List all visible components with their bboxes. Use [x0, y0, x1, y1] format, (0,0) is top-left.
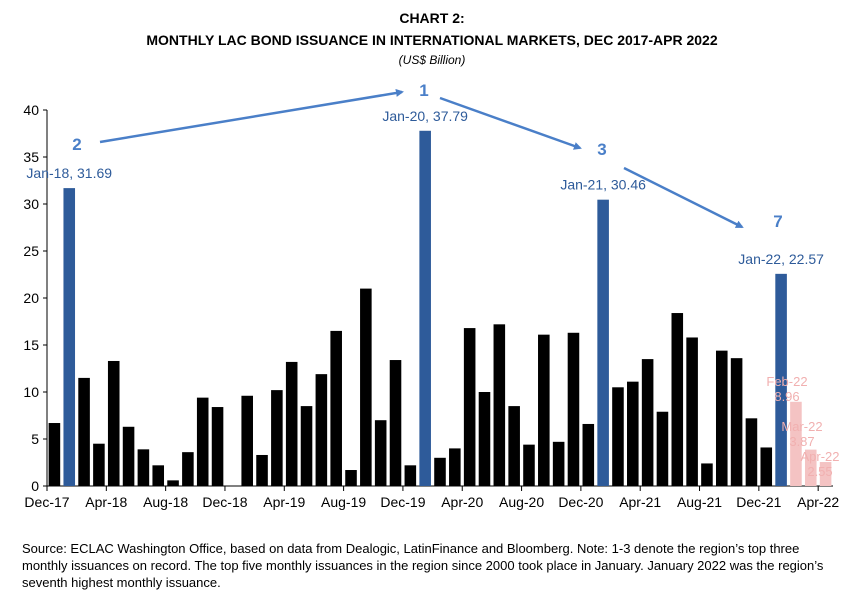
- bar-dec-17: [48, 423, 61, 486]
- bar-aug-20: [523, 444, 535, 486]
- rank-arrow: [99, 89, 404, 144]
- y-tick-label: 40: [23, 102, 39, 118]
- bar-apr-18: [107, 360, 120, 486]
- bar-aug-21: [701, 463, 713, 486]
- x-tick-label: Aug-18: [143, 494, 188, 510]
- bar-oct-21: [730, 358, 743, 486]
- bar-may-19: [300, 406, 313, 486]
- bar-apr-21: [641, 359, 654, 486]
- x-tick-label: Dec-19: [380, 494, 425, 510]
- bar-chart: 0 5 10 15 20 25 30 35 40 Dec-17 Apr-18 Aug-18 Dec-18…: [23, 81, 839, 510]
- bar-dec-21: [760, 447, 773, 486]
- bar-oct-18: [196, 397, 209, 486]
- bar-apr-19: [285, 361, 298, 486]
- bar-apr-22: [819, 462, 832, 486]
- x-tick-label: Aug-21: [677, 494, 722, 510]
- bar-apr-20: [463, 328, 476, 486]
- bar-sep-20: [538, 334, 550, 486]
- bar-nov-20: [567, 332, 580, 486]
- bar-jun-18: [137, 449, 150, 486]
- rank-marker: 3: [597, 140, 606, 159]
- x-tick-label: Dec-20: [558, 494, 603, 510]
- bar-nov-19: [389, 360, 402, 486]
- y-tick-label: 25: [23, 243, 39, 259]
- data-label: Jan-18, 31.69: [26, 165, 112, 181]
- bar-oct-20: [552, 441, 565, 486]
- x-tick-label: Dec-18: [202, 494, 247, 510]
- bar-sep-18: [182, 452, 194, 486]
- projection-month-label: Mar-22: [781, 419, 822, 434]
- projection-value-label: 2.55: [807, 464, 832, 479]
- chart-title: MONTHLY LAC BOND ISSUANCE IN INTERNATION…: [146, 32, 718, 48]
- bar-sep-21: [715, 350, 728, 486]
- projection-month-label: Feb-22: [766, 374, 807, 389]
- source-note: Source: ECLAC Washington Office, based o…: [22, 541, 824, 590]
- y-tick-label: 5: [31, 431, 39, 447]
- rank-arrow: [439, 96, 582, 150]
- x-tick-label: Aug-19: [321, 494, 366, 510]
- rank-marker: 7: [773, 212, 782, 231]
- bar-jul-19: [330, 330, 342, 486]
- bar-feb-21: [612, 387, 624, 486]
- x-tick-label: Apr-18: [85, 494, 127, 510]
- x-tick-label: Dec-17: [24, 494, 69, 510]
- bar-jun-20: [493, 324, 506, 486]
- y-tick-label: 10: [23, 384, 39, 400]
- data-label: Jan-22, 22.57: [738, 251, 824, 267]
- y-tick-label: 0: [31, 478, 39, 494]
- bar-jan-18: [63, 188, 76, 486]
- bar-nov-21: [745, 418, 758, 486]
- bar-jan-20: [419, 130, 431, 487]
- bar-nov-18: [211, 407, 224, 486]
- chart-number-title: CHART 2:: [399, 10, 465, 26]
- y-tick-label: 20: [23, 290, 39, 306]
- x-tick-label: Apr-21: [619, 494, 661, 510]
- bar-feb-18: [78, 377, 90, 486]
- rank-marker: 2: [72, 135, 81, 154]
- bar-jul-20: [508, 406, 520, 486]
- y-tick-label: 35: [23, 149, 39, 165]
- bar-may-21: [656, 411, 669, 486]
- bar-mar-21: [627, 381, 639, 486]
- bar-mar-18: [93, 443, 105, 486]
- rank-marker: 1: [419, 81, 428, 100]
- data-label: Jan-21, 30.46: [560, 177, 646, 193]
- bar-jul-21: [686, 337, 698, 486]
- bar-oct-19: [374, 420, 387, 486]
- projection-value-label: 8.96: [774, 389, 799, 404]
- bar-mar-22: [804, 449, 817, 486]
- projection-month-label: Apr-22: [800, 449, 839, 464]
- x-tick-label: Apr-19: [263, 494, 305, 510]
- bar-jan-21: [597, 199, 609, 486]
- bar-feb-19: [256, 454, 268, 486]
- bar-jan-22: [775, 273, 787, 486]
- projection-value-label: 3.87: [789, 434, 814, 449]
- x-tick-label: Apr-20: [441, 494, 483, 510]
- bar-jul-18: [152, 465, 165, 486]
- data-label: Jan-20, 37.79: [382, 108, 468, 124]
- x-tick-label: Aug-20: [499, 494, 544, 510]
- bar-jun-19: [315, 374, 328, 486]
- bar-dec-19: [404, 465, 417, 486]
- bar-mar-20: [449, 448, 461, 486]
- bar-jun-21: [671, 313, 684, 486]
- bar-may-18: [122, 426, 135, 486]
- x-tick-label: Dec-21: [736, 494, 781, 510]
- bar-aug-18: [167, 480, 179, 486]
- bar-aug-19: [345, 470, 357, 486]
- y-tick-label: 30: [23, 196, 39, 212]
- x-tick-label: Apr-22: [797, 494, 839, 510]
- y-tick-label: 15: [23, 337, 39, 353]
- bar-mar-19: [271, 390, 283, 486]
- bar-sep-19: [360, 288, 372, 486]
- bar-dec-20: [582, 423, 595, 486]
- bar-may-20: [478, 392, 491, 486]
- bar-jan-19: [241, 395, 253, 486]
- chart-units: (US$ Billion): [398, 53, 466, 67]
- rank-arrow: [623, 166, 744, 229]
- bar-feb-22: [790, 401, 802, 486]
- bar-feb-20: [434, 457, 446, 486]
